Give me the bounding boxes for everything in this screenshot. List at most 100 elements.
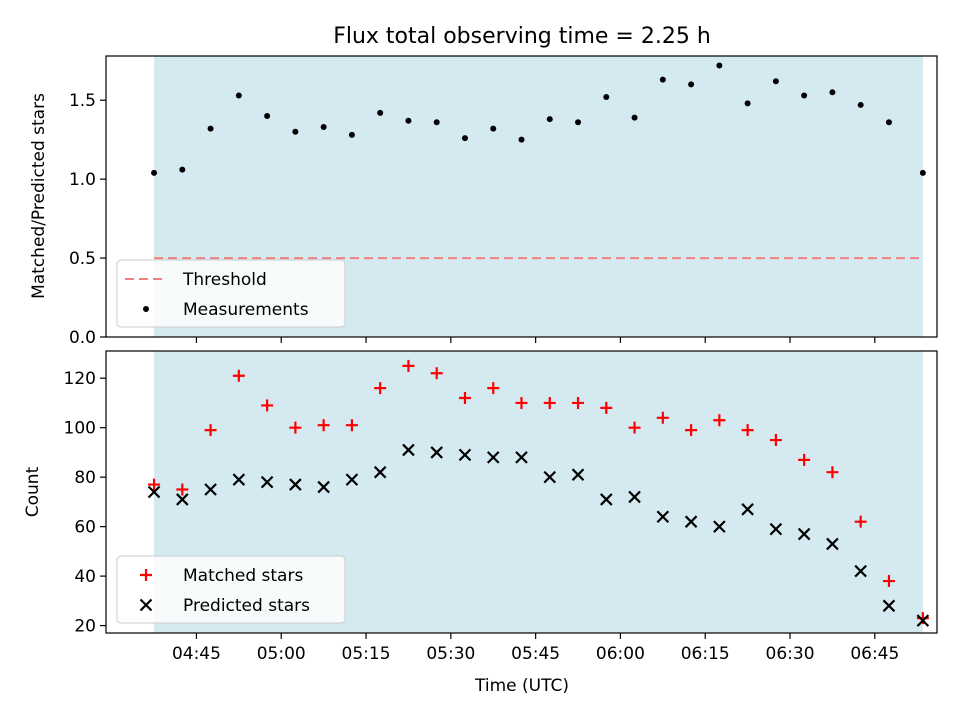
x-tick-label: 05:15 bbox=[342, 644, 391, 664]
panel1-legend-box bbox=[116, 259, 346, 328]
measurement-point bbox=[179, 166, 186, 173]
legend-measurements-swatch bbox=[143, 306, 149, 312]
x-tick-label: 05:30 bbox=[426, 644, 475, 664]
measurement-point bbox=[801, 92, 808, 99]
predicted-star-point bbox=[515, 451, 528, 464]
ratio-panel: 0.0 0.5 1.0 1.5 Threshold Measurements bbox=[69, 55, 938, 348]
predicted-star-point bbox=[147, 485, 161, 499]
predicted-star-point bbox=[628, 490, 641, 504]
panel2-legend-box bbox=[116, 555, 346, 624]
predicted-star-point bbox=[486, 451, 500, 464]
measurement-point bbox=[433, 119, 440, 126]
measurement-point bbox=[461, 135, 468, 142]
measurement-point bbox=[919, 169, 926, 176]
matched-star-point bbox=[458, 392, 471, 404]
matched-star-point bbox=[656, 411, 669, 424]
panel1-y-tick-label: 0.0 bbox=[69, 328, 96, 348]
measurement-point bbox=[151, 169, 158, 176]
panel2-y-tick-label: 40 bbox=[74, 567, 96, 587]
predicted-star-point bbox=[373, 465, 387, 479]
panel1-legend: Threshold Measurements bbox=[116, 259, 346, 328]
panel2-y-tick-label: 100 bbox=[64, 419, 96, 439]
matched-star-point bbox=[600, 401, 613, 414]
panel2-y-tick-label: 120 bbox=[64, 369, 96, 389]
measurement-point bbox=[744, 100, 751, 107]
measurement-point bbox=[320, 124, 327, 131]
matched-star-point bbox=[741, 424, 754, 437]
x-tick-label: 04:45 bbox=[172, 644, 221, 664]
predicted-star-point bbox=[402, 443, 415, 457]
matched-star-point bbox=[515, 396, 528, 409]
legend-matched-swatch bbox=[140, 569, 152, 581]
measurement-point bbox=[575, 119, 582, 126]
measurement-point bbox=[885, 119, 892, 126]
measurement-point bbox=[405, 117, 412, 124]
matched-star-point bbox=[769, 434, 782, 447]
panel2-legend-label: Predicted stars bbox=[183, 596, 310, 616]
matched-star-point bbox=[713, 414, 726, 427]
panel2-y-tick-label: 60 bbox=[74, 518, 96, 538]
matched-star-point bbox=[176, 483, 189, 496]
measurement-point bbox=[631, 114, 638, 121]
x-tick-label: 05:00 bbox=[257, 644, 306, 664]
matched-star-point bbox=[148, 478, 161, 491]
measurement-point bbox=[688, 81, 695, 88]
legend-predicted-swatch bbox=[139, 598, 153, 612]
panel1-y-tick-label: 1.0 bbox=[69, 170, 96, 190]
predicted-star-point bbox=[289, 478, 302, 491]
panel1-legend-label: Threshold bbox=[182, 270, 267, 290]
predicted-star-point bbox=[204, 483, 217, 496]
predicted-star-point bbox=[430, 446, 443, 459]
measurement-point bbox=[207, 125, 214, 132]
measurement-point bbox=[348, 131, 355, 138]
matched-star-point bbox=[854, 515, 867, 528]
measurement-point bbox=[490, 125, 497, 132]
measurement-point bbox=[829, 89, 836, 96]
measurement-point bbox=[292, 128, 299, 135]
x-tick-label: 06:30 bbox=[766, 644, 815, 664]
measurement-point bbox=[518, 136, 525, 143]
predicted-star-point bbox=[571, 468, 585, 481]
panel2-legend: Matched stars Predicted stars bbox=[116, 555, 346, 624]
panel2-axes-frame bbox=[105, 350, 938, 634]
predicted-star-point bbox=[826, 537, 839, 551]
predicted-star-point bbox=[345, 473, 359, 486]
panel2-legend-label: Matched stars bbox=[183, 566, 303, 586]
predicted-star-point bbox=[854, 564, 867, 578]
predicted-star-point bbox=[458, 448, 472, 462]
count-panel: 20 40 60 80 100 120 04:45 05:00 05:15 05:30 05:45 0… bbox=[64, 350, 938, 664]
panel1-legend-label: Measurements bbox=[183, 300, 309, 320]
matched-star-point bbox=[232, 369, 245, 382]
measurement-point bbox=[603, 94, 610, 101]
predicted-star-point bbox=[882, 599, 896, 613]
matched-star-point bbox=[543, 396, 556, 409]
measurement-point bbox=[377, 109, 384, 116]
x-axis-label: Time (UTC) bbox=[474, 676, 569, 696]
predicted-star-point bbox=[260, 475, 274, 489]
predicted-star-point bbox=[713, 520, 726, 533]
panel1-y-axis-label: Matched/Predicted stars bbox=[29, 93, 49, 299]
matched-star-point bbox=[345, 419, 358, 432]
matched-star-point bbox=[882, 575, 895, 588]
panel1-y-tick-label: 0.5 bbox=[69, 249, 96, 269]
x-tick-label: 06:15 bbox=[681, 644, 730, 664]
matched-star-point bbox=[685, 424, 698, 437]
matched-star-point bbox=[798, 453, 811, 466]
matched-star-point bbox=[572, 396, 585, 409]
predicted-star-point bbox=[684, 515, 698, 528]
measurement-point bbox=[857, 101, 864, 108]
matched-star-point bbox=[826, 466, 839, 479]
x-tick-label: 06:45 bbox=[850, 644, 899, 664]
matched-star-point bbox=[204, 424, 217, 437]
predicted-star-point bbox=[600, 493, 613, 506]
x-tick-label: 05:45 bbox=[511, 644, 560, 664]
measurement-point bbox=[659, 76, 666, 83]
panel2-y-axis-label: Count bbox=[23, 466, 43, 517]
panel1-y-tick-label: 1.5 bbox=[69, 91, 96, 111]
predicted-star-point bbox=[769, 522, 783, 536]
matched-star-point bbox=[261, 399, 274, 412]
predicted-star-point bbox=[797, 527, 811, 541]
predicted-star-point bbox=[916, 614, 930, 627]
matched-star-point bbox=[289, 421, 302, 434]
measurement-point bbox=[264, 112, 271, 119]
